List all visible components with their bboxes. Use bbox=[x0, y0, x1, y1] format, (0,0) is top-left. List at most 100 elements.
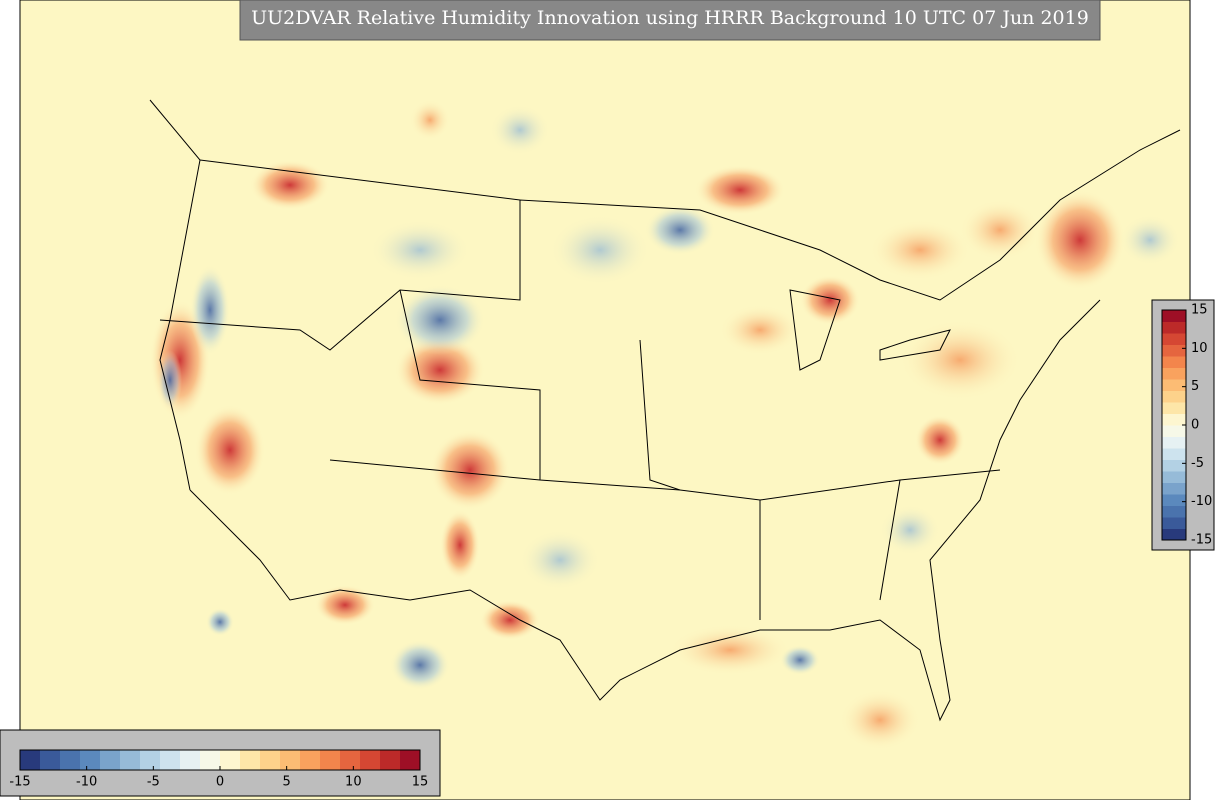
humidity-blob bbox=[645, 205, 715, 255]
map-title: UU2DVAR Relative Humidity Innovation usi… bbox=[251, 7, 1089, 29]
colorbar-segment bbox=[360, 750, 381, 770]
colorbar-segment bbox=[1162, 459, 1186, 472]
colorbar-tick-label: -15 bbox=[9, 775, 30, 790]
humidity-blob bbox=[195, 405, 265, 495]
colorbar-tick-label: 0 bbox=[216, 775, 224, 790]
colorbar-segment bbox=[1162, 436, 1186, 449]
humidity-blob bbox=[430, 430, 510, 510]
colorbar-segment bbox=[320, 750, 341, 770]
colorbar-tick-label: -15 bbox=[1191, 533, 1212, 548]
colorbar-segment bbox=[180, 750, 201, 770]
colorbar-tick-label: 5 bbox=[1191, 379, 1199, 394]
colorbar-tick-label: -5 bbox=[1191, 456, 1204, 471]
colorbar-segment bbox=[280, 750, 301, 770]
colorbar-tick-label: 15 bbox=[412, 775, 429, 790]
colorbar-segment bbox=[1162, 402, 1186, 414]
colorbar-segment bbox=[300, 750, 321, 770]
humidity-blob bbox=[870, 220, 970, 280]
boundary-line bbox=[189, 299, 1101, 722]
colorbar-segment bbox=[1162, 471, 1186, 483]
humidity-blob bbox=[915, 415, 965, 465]
colorbar-segment bbox=[260, 750, 281, 770]
colorbar-segment bbox=[1162, 379, 1186, 391]
colorbar-segment bbox=[1162, 505, 1186, 518]
humidity-blob bbox=[960, 200, 1040, 260]
colorbar-segment bbox=[120, 750, 141, 770]
colorbar-segment bbox=[40, 750, 61, 770]
humidity-field bbox=[150, 100, 1180, 750]
colorbar-tick-label: 10 bbox=[345, 775, 362, 790]
boundary-line bbox=[789, 289, 951, 371]
humidity-blob bbox=[840, 690, 920, 750]
map-background bbox=[19, 0, 1191, 800]
humidity-blob bbox=[390, 640, 450, 690]
humidity-blob bbox=[480, 600, 540, 640]
colorbar-segment bbox=[1162, 333, 1186, 345]
colorbar-segment bbox=[1162, 482, 1186, 495]
colorbar-segment bbox=[1162, 310, 1186, 322]
colorbar-segment bbox=[1162, 321, 1186, 334]
boundary-line bbox=[399, 289, 901, 620]
humidity-blob bbox=[395, 335, 485, 405]
colorbar-segment bbox=[1162, 494, 1186, 506]
humidity-blob bbox=[670, 625, 790, 675]
colorbar-segment bbox=[240, 750, 261, 770]
colorbar-segment bbox=[220, 750, 241, 770]
humidity-blob bbox=[158, 350, 182, 410]
colorbar-tick-label: 15 bbox=[1191, 303, 1208, 318]
humidity-blob bbox=[880, 505, 940, 555]
colorbar-segment bbox=[340, 750, 361, 770]
colorbar-segment bbox=[60, 750, 81, 770]
boundaries bbox=[149, 99, 1181, 722]
colorbar-segment bbox=[100, 750, 121, 770]
colorbar-segment bbox=[1162, 367, 1186, 380]
humidity-blob bbox=[695, 165, 785, 215]
colorbar-segment bbox=[140, 750, 161, 770]
colorbar-tick-label: -10 bbox=[76, 775, 97, 790]
colorbar-segment bbox=[160, 750, 181, 770]
humidity-blob bbox=[490, 105, 550, 155]
colorbar-tick-label: 10 bbox=[1191, 341, 1208, 356]
colorbar-segment bbox=[380, 750, 401, 770]
humidity-blob bbox=[900, 320, 1020, 400]
humidity-blob bbox=[440, 510, 480, 580]
humidity-blob bbox=[520, 530, 600, 590]
colorbar-tick-label: 0 bbox=[1191, 418, 1199, 433]
colorbar-segment bbox=[1162, 413, 1186, 426]
humidity-blob bbox=[800, 275, 860, 325]
colorbar-segment bbox=[80, 750, 101, 770]
humidity-blob bbox=[370, 220, 470, 280]
colorbar-segment bbox=[1162, 356, 1186, 368]
humidity-blob bbox=[1035, 190, 1125, 290]
humidity-blob bbox=[780, 645, 820, 675]
humidity-blob bbox=[720, 305, 800, 355]
boundary-line bbox=[159, 129, 1181, 351]
humidity-blob bbox=[206, 608, 234, 636]
humidity-blob bbox=[410, 100, 450, 140]
colorbar-segment bbox=[1162, 390, 1186, 403]
colorbar-segment bbox=[1162, 528, 1186, 541]
boundary-line bbox=[149, 99, 201, 491]
colorbar-tick-label: -5 bbox=[147, 775, 160, 790]
boundary-line bbox=[199, 159, 1001, 501]
humidity-blob bbox=[190, 265, 230, 355]
colorbar-segment bbox=[1162, 344, 1186, 357]
colorbar-segment bbox=[1162, 448, 1186, 460]
humidity-blob bbox=[550, 215, 650, 285]
colorbar-vertical: -15 -10 -5 0 5 10 15 bbox=[1161, 303, 1212, 548]
humidity-blob bbox=[1120, 215, 1180, 265]
colorbar-segment bbox=[20, 750, 41, 770]
humidity-blob bbox=[315, 585, 375, 625]
humidity-blob bbox=[395, 285, 485, 355]
colorbar-segment bbox=[400, 750, 421, 770]
colorbar-tick-label: -10 bbox=[1191, 494, 1212, 509]
humidity-blob bbox=[250, 160, 330, 210]
colorbar-segment bbox=[1162, 517, 1186, 529]
title-box bbox=[239, 0, 1101, 41]
colorbar-tick-label: 5 bbox=[283, 775, 291, 790]
colorbar-horizontal: -15 -10 -5 0 5 10 15 bbox=[9, 749, 429, 790]
colorbar-segment bbox=[200, 750, 221, 770]
colorbar-segment bbox=[1162, 425, 1186, 437]
